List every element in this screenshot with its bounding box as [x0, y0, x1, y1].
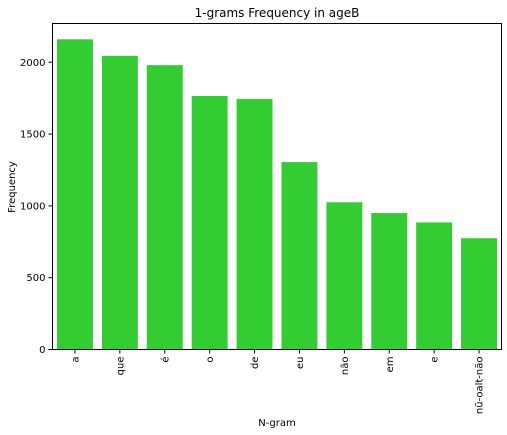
bar-9: [461, 238, 498, 350]
y-tick-label: 0: [39, 345, 45, 356]
x-tick-label: não: [340, 357, 351, 376]
bar-4: [236, 98, 273, 350]
y-axis-label: Frequency: [7, 161, 18, 213]
y-axis-ticks: 0 500 1000 1500 2000: [20, 58, 53, 356]
x-tick-label: nũ-oalt-não: [475, 357, 486, 415]
chart-title: 1-grams Frequency in ageB: [195, 6, 360, 20]
y-tick-label: 1000: [20, 201, 45, 212]
y-tick-label: 2000: [20, 58, 45, 69]
bar-8: [416, 222, 453, 350]
y-tick-label: 500: [26, 273, 45, 284]
x-tick-label: em: [385, 357, 396, 373]
bar-1: [101, 55, 138, 350]
x-axis-ticks: a que é o de eu não em e nũ-oalt-não: [70, 349, 486, 415]
bar-2: [146, 65, 183, 350]
x-tick-label: eu: [295, 357, 306, 370]
x-tick-label: de: [250, 357, 261, 370]
bars-group: [56, 39, 498, 350]
x-tick-label: que: [115, 357, 126, 376]
y-tick-label: 1500: [20, 130, 45, 141]
bar-7: [371, 213, 408, 350]
x-tick-label: é: [159, 357, 171, 363]
x-axis-label: N-gram: [258, 418, 295, 429]
bar-3: [191, 96, 228, 350]
bar-6: [326, 202, 363, 350]
x-tick-label: a: [70, 357, 81, 363]
bar-0: [56, 39, 93, 350]
x-tick-label: e: [430, 357, 441, 363]
bar-5: [281, 162, 318, 350]
plot-frame: [52, 23, 502, 350]
x-tick-label: o: [205, 357, 216, 363]
